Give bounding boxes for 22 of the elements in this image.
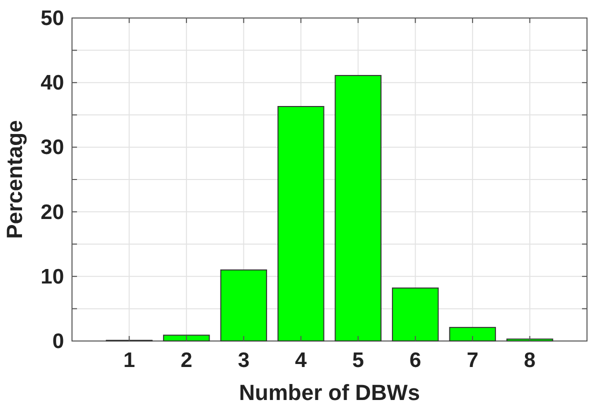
- bar: [163, 334, 210, 342]
- x-tick-label: 8: [524, 349, 536, 372]
- bar: [334, 74, 382, 342]
- y-tick-label: 20: [40, 200, 64, 224]
- y-tick-label: 50: [40, 7, 64, 30]
- x-tick-label: 6: [409, 349, 422, 372]
- y-axis-title: Percentage: [2, 120, 27, 239]
- y-tick-label: 0: [52, 330, 64, 353]
- x-tick-label: 1: [123, 349, 136, 372]
- x-axis-title: Number of DBWs: [239, 380, 420, 405]
- bar: [278, 106, 324, 342]
- y-tick-label: 40: [40, 72, 64, 95]
- bar: [220, 269, 268, 342]
- y-tick-label: 10: [40, 265, 64, 288]
- x-tick-label: 7: [466, 349, 478, 372]
- bar: [392, 288, 439, 342]
- x-tick-label: 5: [352, 349, 364, 372]
- bar: [449, 326, 496, 342]
- y-tick-label: 30: [40, 136, 64, 160]
- x-tick-label: 2: [180, 349, 192, 372]
- x-tick-label: 4: [295, 349, 308, 372]
- x-tick-label: 3: [238, 349, 250, 372]
